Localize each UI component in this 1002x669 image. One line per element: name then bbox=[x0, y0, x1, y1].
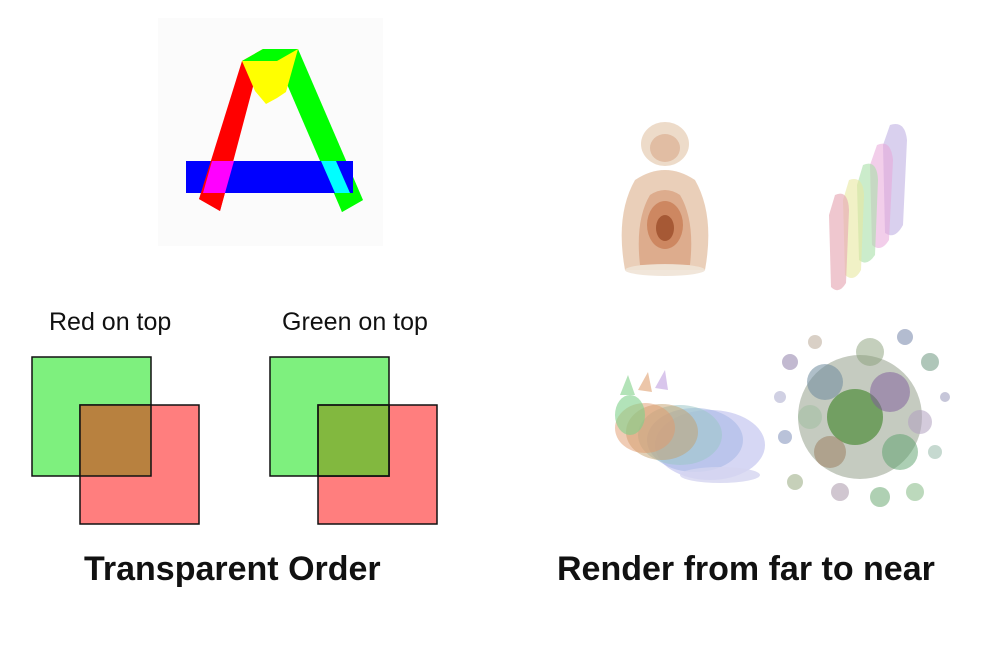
bunny-stack-render bbox=[615, 370, 765, 483]
magenta-overlap bbox=[203, 161, 234, 193]
bubble-cluster-render bbox=[774, 329, 950, 507]
rgb-triangle-diagram bbox=[186, 49, 363, 212]
top-cap bbox=[242, 49, 298, 61]
red-on-top-diagram bbox=[31, 356, 200, 525]
cyan-overlap bbox=[321, 161, 350, 193]
statue-row-render bbox=[829, 124, 907, 291]
green-on-top-diagram bbox=[269, 356, 438, 525]
transparent-order-caption: Transparent Order bbox=[84, 550, 381, 588]
yellow-overlap bbox=[242, 49, 298, 104]
red-on-top-label: Red on top bbox=[49, 308, 172, 336]
green-on-top-label: Green on top bbox=[282, 308, 428, 336]
overlap-region bbox=[79, 404, 152, 477]
green-tail bbox=[335, 193, 363, 212]
overlap-region bbox=[317, 404, 390, 477]
red-tail bbox=[199, 193, 225, 211]
render-far-to-near-caption: Render from far to near bbox=[557, 550, 935, 588]
buddha-render bbox=[621, 122, 709, 276]
